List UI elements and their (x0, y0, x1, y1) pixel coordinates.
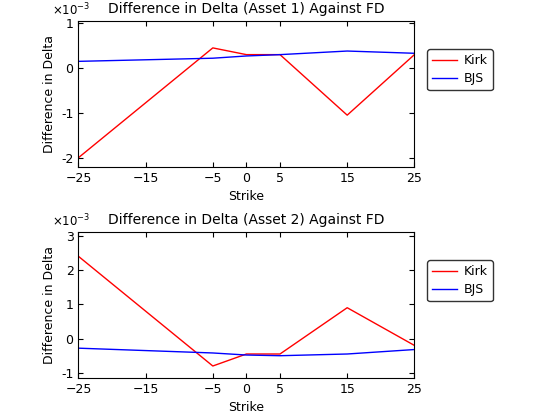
BJS (344, 49, 351, 54)
Y-axis label: Difference in Delta: Difference in Delta (43, 246, 55, 364)
Line: BJS: BJS (78, 348, 414, 356)
Kirk (243, 352, 250, 357)
BJS (411, 347, 418, 352)
Legend: Kirk, BJS: Kirk, BJS (427, 260, 493, 302)
Kirk (411, 52, 418, 57)
BJS (243, 53, 250, 58)
BJS (344, 352, 351, 357)
Kirk (277, 52, 283, 57)
BJS (209, 56, 216, 61)
Title: Difference in Delta (Asset 1) Against FD: Difference in Delta (Asset 1) Against FD (108, 2, 385, 16)
Line: Kirk: Kirk (78, 256, 414, 366)
Text: $\times10^{-3}$: $\times10^{-3}$ (52, 2, 90, 18)
Legend: Kirk, BJS: Kirk, BJS (427, 49, 493, 90)
Kirk (243, 52, 250, 57)
Text: $\times10^{-3}$: $\times10^{-3}$ (52, 213, 90, 229)
BJS (277, 52, 283, 57)
Kirk (277, 352, 283, 357)
Kirk (209, 363, 216, 368)
Line: Kirk: Kirk (78, 48, 414, 158)
Y-axis label: Difference in Delta: Difference in Delta (43, 35, 55, 153)
BJS (75, 346, 82, 351)
Kirk (411, 343, 418, 348)
X-axis label: Strike: Strike (228, 190, 264, 203)
X-axis label: Strike: Strike (228, 402, 264, 415)
Kirk (344, 113, 351, 118)
Kirk (75, 254, 82, 259)
Title: Difference in Delta (Asset 2) Against FD: Difference in Delta (Asset 2) Against FD (108, 213, 385, 227)
BJS (209, 350, 216, 355)
BJS (243, 352, 250, 357)
Kirk (344, 305, 351, 310)
BJS (411, 51, 418, 56)
BJS (277, 353, 283, 358)
Kirk (209, 45, 216, 50)
Kirk (75, 155, 82, 160)
Line: BJS: BJS (78, 51, 414, 61)
BJS (75, 59, 82, 64)
